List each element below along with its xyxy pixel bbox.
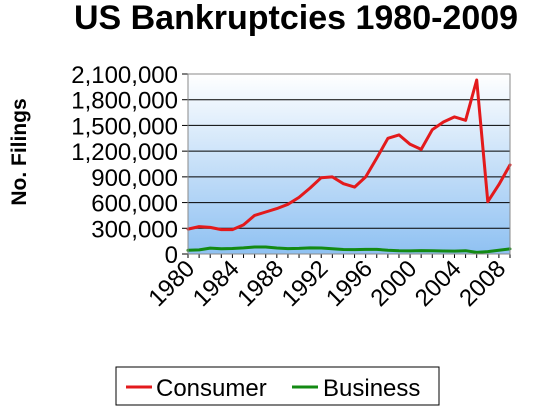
y-tick-label: 2,100,000 xyxy=(71,62,178,89)
x-tick-label: 1996 xyxy=(321,255,378,312)
y-tick-label: 300,000 xyxy=(91,216,178,243)
y-tick-label: 1,200,000 xyxy=(71,139,178,166)
chart-title: US Bankruptcies 1980-2009 xyxy=(74,0,518,37)
y-tick-label: 900,000 xyxy=(91,165,178,192)
y-tick-label: 600,000 xyxy=(91,191,178,218)
legend: Consumer Business xyxy=(115,366,440,406)
series-line-business xyxy=(186,245,512,254)
x-tick-label: 1984 xyxy=(188,255,245,312)
legend-label-consumer: Consumer xyxy=(156,375,267,402)
x-tick-label: 2004 xyxy=(410,255,467,312)
plot-border xyxy=(187,73,511,255)
plot-area xyxy=(188,74,510,254)
x-tick-label: 1980 xyxy=(143,255,200,312)
x-tick-label: 2000 xyxy=(365,255,422,312)
series-lines xyxy=(186,78,512,254)
y-tick-label: 1,800,000 xyxy=(71,88,178,115)
x-tick-label: 1988 xyxy=(232,255,289,312)
y-tick-label: 0 xyxy=(165,242,178,269)
y-axis-label: No. Filings xyxy=(8,98,31,205)
x-tick-label: 2008 xyxy=(454,255,511,312)
series-line-consumer xyxy=(186,78,512,232)
x-tick-label: 1992 xyxy=(277,255,334,312)
y-tick-label: 1,500,000 xyxy=(71,113,178,140)
legend-label-business: Business xyxy=(323,375,420,402)
y-tick-labels: 0300,000600,000900,0001,200,0001,500,000… xyxy=(71,62,178,269)
legend-box xyxy=(115,366,440,406)
